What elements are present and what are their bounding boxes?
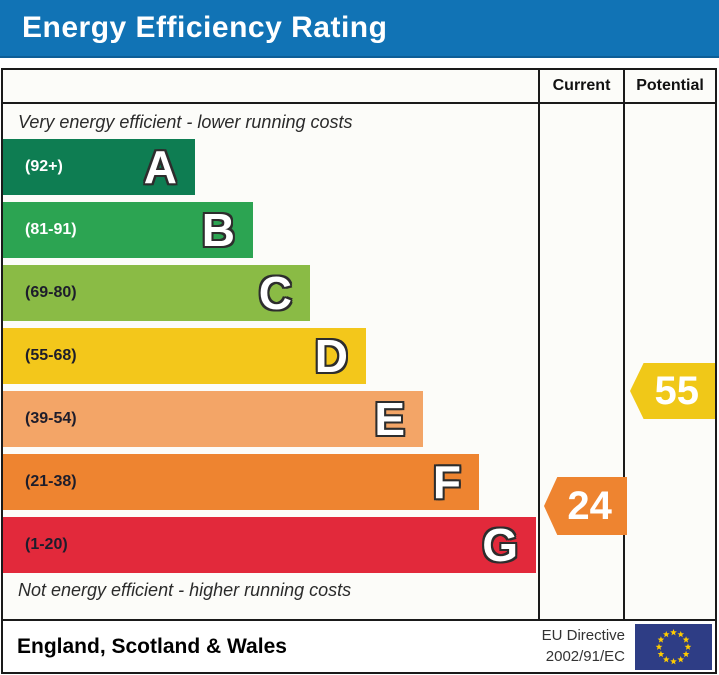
band-d: (55-68) D bbox=[3, 328, 366, 384]
band-range: (92+) bbox=[25, 158, 63, 175]
eu-flag-icon bbox=[635, 623, 712, 670]
potential-column-header: Potential bbox=[636, 77, 704, 94]
region-label: England, Scotland & Wales bbox=[17, 634, 287, 658]
band-range: (69-80) bbox=[25, 284, 77, 301]
band-b: (81-91) B bbox=[3, 202, 253, 258]
potential-rating-value: 55 bbox=[654, 368, 700, 413]
band-f: (21-38) F bbox=[3, 454, 479, 510]
eu-directive-line2: 2002/91/EC bbox=[545, 647, 625, 665]
top-note: Very energy efficient - lower running co… bbox=[18, 112, 353, 132]
band-letter: B bbox=[201, 204, 235, 256]
band-range: (81-91) bbox=[25, 221, 77, 238]
bands-container: (92+) A (81-91) B (69-80) C (55-68) D bbox=[3, 139, 538, 573]
title-bar: Energy Efficiency Rating bbox=[0, 0, 719, 58]
band-letter: F bbox=[432, 456, 461, 508]
band-e: (39-54) E bbox=[3, 391, 423, 447]
band-range: (39-54) bbox=[25, 410, 77, 427]
band-range: (55-68) bbox=[25, 347, 77, 364]
band-g: (1-20) G bbox=[3, 517, 536, 573]
band-range: (1-20) bbox=[25, 536, 68, 553]
table-body-row: Very energy efficient - lower running co… bbox=[3, 104, 715, 619]
band-letter: D bbox=[314, 330, 348, 382]
current-column-cell bbox=[540, 104, 625, 619]
potential-column-cell bbox=[625, 104, 715, 619]
eu-directive-label: EU Directive 2002/91/EC bbox=[542, 626, 635, 667]
band-letter: C bbox=[258, 267, 292, 319]
bands-chart-cell: Very energy efficient - lower running co… bbox=[3, 104, 540, 619]
table-footer-row: England, Scotland & Wales EU Directive 2… bbox=[3, 619, 715, 672]
band-letter: G bbox=[482, 519, 518, 571]
band-letter: A bbox=[143, 141, 177, 193]
potential-rating-arrow: 55 bbox=[630, 363, 715, 419]
eu-directive-line1: EU Directive bbox=[541, 627, 625, 645]
band-a: (92+) A bbox=[3, 139, 195, 195]
current-column-header: Current bbox=[540, 70, 625, 102]
current-rating-value: 24 bbox=[567, 483, 612, 528]
band-letter: E bbox=[374, 393, 405, 445]
bottom-note: Not energy efficient - higher running co… bbox=[18, 580, 352, 600]
band-range: (21-38) bbox=[25, 473, 77, 490]
band-c: (69-80) C bbox=[3, 265, 310, 321]
table-header-row: Current Potential bbox=[3, 70, 715, 104]
current-rating-arrow: 24 bbox=[544, 477, 627, 535]
rating-table: Current Potential Very energy efficient … bbox=[1, 68, 717, 674]
chart-header-cell bbox=[3, 70, 540, 102]
page-title: Energy Efficiency Rating bbox=[22, 11, 388, 44]
